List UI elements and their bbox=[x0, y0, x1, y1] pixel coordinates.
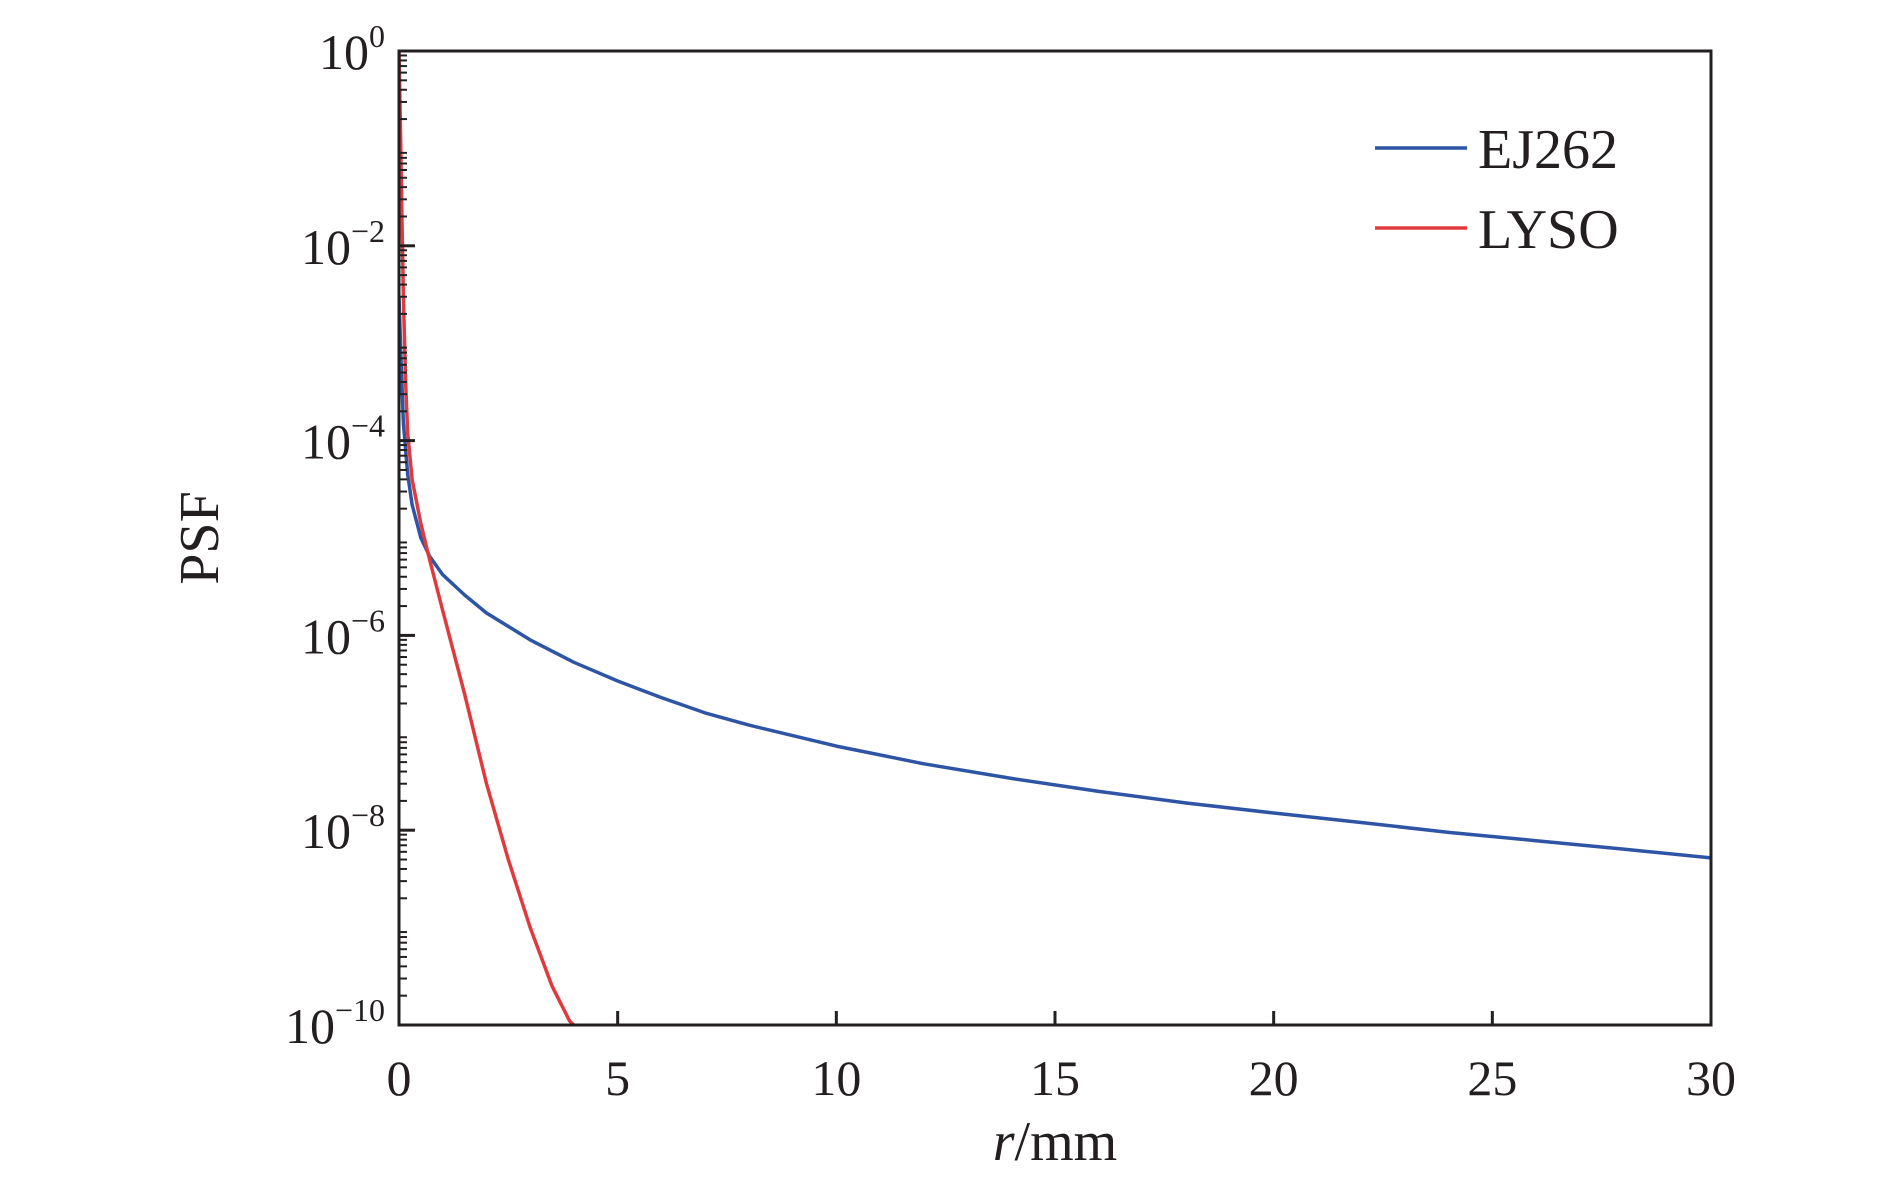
y-tick-label: 10−10 bbox=[285, 992, 385, 1054]
legend-label-lyso: LYSO bbox=[1478, 199, 1619, 261]
x-axis-title: r/mm bbox=[993, 1111, 1117, 1173]
y-tick-label: 10−4 bbox=[301, 408, 385, 470]
y-tick-label: 100 bbox=[319, 18, 385, 80]
legend: EJ262 LYSO bbox=[1375, 119, 1619, 261]
y-axis-title: PSF bbox=[169, 491, 231, 584]
legend-label-ej262: EJ262 bbox=[1478, 119, 1618, 181]
x-tick-label: 30 bbox=[1686, 1050, 1736, 1106]
x-tick-label: 15 bbox=[1030, 1050, 1080, 1106]
x-tick-label: 25 bbox=[1467, 1050, 1517, 1106]
x-tick-label: 0 bbox=[387, 1050, 412, 1106]
series-line-lyso bbox=[399, 51, 576, 1025]
y-tick-label: 10−8 bbox=[301, 797, 385, 859]
y-tick-label: 10−2 bbox=[301, 213, 385, 275]
x-tick-label: 5 bbox=[605, 1050, 630, 1106]
series-line-ej262 bbox=[399, 296, 1711, 860]
plot-frame bbox=[397, 49, 1713, 1027]
x-tick-label: 20 bbox=[1249, 1050, 1299, 1106]
x-tick-label: 10 bbox=[811, 1050, 861, 1106]
y-tick-label: 10−6 bbox=[301, 602, 385, 664]
